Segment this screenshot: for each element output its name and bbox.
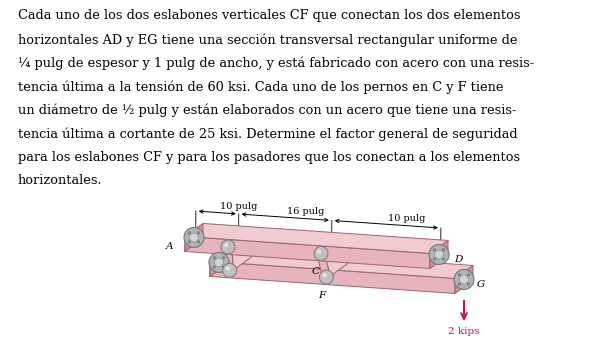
Polygon shape	[224, 247, 234, 271]
Circle shape	[215, 258, 224, 267]
Circle shape	[317, 250, 322, 254]
Circle shape	[198, 241, 200, 243]
Polygon shape	[210, 248, 228, 276]
Circle shape	[213, 257, 215, 259]
Circle shape	[188, 232, 191, 234]
Text: G: G	[477, 281, 485, 290]
Circle shape	[319, 270, 333, 284]
Text: 10 pulg: 10 pulg	[388, 214, 426, 223]
Circle shape	[429, 245, 449, 265]
Circle shape	[433, 249, 435, 251]
Circle shape	[184, 227, 204, 247]
Text: tencia última a cortante de 25 ksi. Determine el factor general de seguridad: tencia última a cortante de 25 ksi. Dete…	[18, 127, 517, 141]
Polygon shape	[232, 233, 251, 270]
Circle shape	[458, 283, 461, 285]
Circle shape	[222, 266, 225, 268]
Circle shape	[442, 249, 445, 251]
Polygon shape	[209, 261, 455, 293]
Circle shape	[222, 257, 225, 259]
Circle shape	[314, 246, 328, 260]
Text: E: E	[211, 263, 219, 272]
Polygon shape	[317, 252, 330, 278]
Polygon shape	[455, 266, 473, 293]
Text: para los eslabones CF y para los pasadores que los conectan a los elementos: para los eslabones CF y para los pasador…	[18, 151, 520, 164]
Polygon shape	[185, 223, 448, 253]
Circle shape	[433, 258, 435, 260]
Circle shape	[323, 273, 327, 277]
Text: Cada uno de los dos eslabones verticales CF que conectan los dos elementos: Cada uno de los dos eslabones verticales…	[18, 10, 520, 22]
Circle shape	[213, 266, 215, 268]
Circle shape	[467, 274, 470, 276]
Circle shape	[226, 266, 230, 271]
Text: tencia última a la tensión de 60 ksi. Cada uno de los pernos en C y F tiene: tencia última a la tensión de 60 ksi. Ca…	[18, 80, 503, 94]
Text: horizontales.: horizontales.	[18, 174, 102, 187]
Circle shape	[454, 270, 474, 290]
Text: D: D	[454, 256, 463, 265]
Polygon shape	[211, 248, 474, 278]
Circle shape	[458, 274, 461, 276]
Circle shape	[198, 232, 200, 234]
Text: 16 pulg: 16 pulg	[287, 207, 324, 216]
Circle shape	[222, 263, 237, 277]
Circle shape	[221, 240, 235, 254]
Circle shape	[189, 233, 198, 242]
Text: F: F	[318, 291, 325, 300]
Circle shape	[224, 243, 228, 247]
Text: B: B	[216, 261, 224, 270]
Polygon shape	[185, 236, 431, 268]
Circle shape	[460, 275, 468, 284]
Circle shape	[188, 241, 191, 243]
Text: C: C	[312, 267, 320, 276]
Text: 10 pulg: 10 pulg	[220, 201, 258, 211]
Text: un diámetro de ½ pulg y están elaborados con un acero que tiene una resis-: un diámetro de ½ pulg y están elaborados…	[18, 104, 516, 117]
Circle shape	[467, 283, 470, 285]
Circle shape	[442, 258, 445, 260]
Polygon shape	[185, 223, 203, 251]
Text: ¼ pulg de espesor y 1 pulg de ancho, y está fabricado con acero con una resis-: ¼ pulg de espesor y 1 pulg de ancho, y e…	[18, 56, 534, 70]
Polygon shape	[430, 241, 448, 268]
Text: horizontales AD y EG tiene una sección transversal rectangular uniforme de: horizontales AD y EG tiene una sección t…	[18, 33, 517, 46]
Text: 2 kips: 2 kips	[448, 327, 480, 336]
Polygon shape	[324, 240, 348, 276]
Circle shape	[209, 252, 229, 272]
Circle shape	[434, 250, 444, 259]
Text: A: A	[166, 242, 173, 251]
